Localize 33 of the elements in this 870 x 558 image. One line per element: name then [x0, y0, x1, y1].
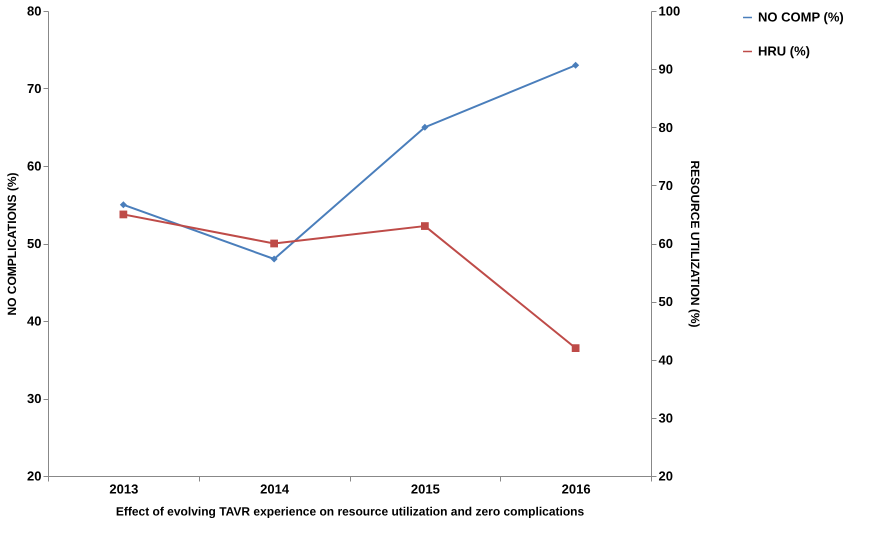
y2-tick-label: 80	[658, 120, 673, 135]
y2-tick-label: 40	[658, 352, 673, 368]
y-tick-label: 80	[27, 4, 42, 18]
point	[421, 124, 428, 131]
y-tick-label: 40	[27, 314, 42, 328]
y-tick-label: 60	[27, 158, 42, 174]
x-tick-label: 2016	[562, 482, 591, 496]
y2-tick-label: 20	[658, 468, 673, 484]
y2-axis-title: RESOURCE UTILIZATION (%)	[688, 160, 702, 328]
y2-tick-label: 100	[658, 4, 680, 18]
point	[270, 240, 278, 248]
point	[572, 62, 580, 69]
y-tick-label: 50	[27, 236, 42, 251]
x-tick-label: 2014	[260, 482, 290, 496]
point	[120, 210, 128, 218]
y-tick-label: 20	[27, 468, 42, 484]
x-axis-title: Effect of evolving TAVR experience on resource utilization and zero complications	[116, 504, 584, 518]
point	[120, 201, 127, 208]
y2-tick-label: 70	[658, 178, 673, 193]
point	[572, 344, 580, 352]
y2-tick-label: 50	[658, 294, 673, 310]
y-tick-label: 30	[27, 391, 42, 406]
legend-label: NO COMP (%)	[758, 10, 844, 24]
y-tick-label: 70	[27, 81, 42, 96]
x-tick-label: 2015	[410, 482, 440, 496]
point	[270, 255, 278, 263]
y2-tick-label: 60	[658, 236, 673, 251]
x-tick-label: 2013	[109, 482, 138, 496]
point	[421, 222, 429, 230]
y2-tick-label: 90	[658, 62, 673, 77]
legend-label: HRU (%)	[758, 44, 810, 58]
y2-tick-label: 30	[658, 410, 673, 426]
y-axis-title: NO COMPLICATIONS (%)	[5, 172, 20, 316]
